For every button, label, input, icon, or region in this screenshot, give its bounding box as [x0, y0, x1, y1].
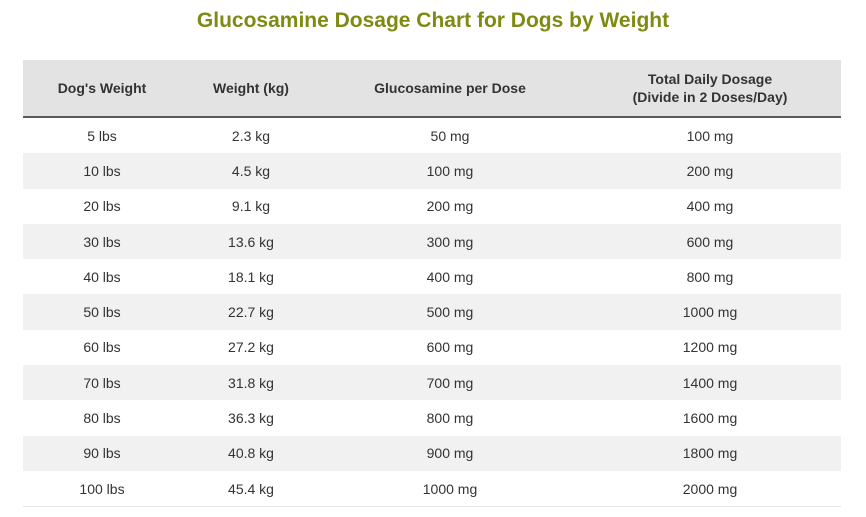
cell-total-daily: 1400 mg — [579, 365, 841, 401]
cell-weight-lbs: 20 lbs — [23, 188, 181, 224]
header-dogs-weight: Dog's Weight — [23, 60, 181, 118]
table-row: 90 lbs 40.8 kg 900 mg 1800 mg — [23, 435, 841, 471]
cell-weight-lbs: 100 lbs — [23, 470, 181, 508]
cell-weight-kg: 40.8 kg — [181, 435, 321, 471]
cell-per-dose: 900 mg — [321, 435, 579, 471]
cell-weight-kg: 13.6 kg — [181, 223, 321, 260]
cell-total-daily: 1800 mg — [579, 435, 841, 471]
cell-weight-lbs: 90 lbs — [23, 435, 181, 471]
cell-total-daily: 1200 mg — [579, 329, 841, 366]
table-row: 70 lbs 31.8 kg 700 mg 1400 mg — [23, 365, 841, 401]
cell-total-daily: 100 mg — [579, 117, 841, 154]
cell-per-dose: 300 mg — [321, 223, 579, 260]
cell-per-dose: 200 mg — [321, 188, 579, 224]
cell-total-daily: 1000 mg — [579, 294, 841, 330]
header-weight-kg: Weight (kg) — [181, 60, 321, 118]
dosage-table: Dog's Weight Weight (kg) Glucosamine per… — [23, 60, 841, 508]
cell-weight-lbs: 30 lbs — [23, 223, 181, 260]
cell-per-dose: 600 mg — [321, 329, 579, 366]
cell-weight-lbs: 50 lbs — [23, 294, 181, 330]
table-row: 10 lbs 4.5 kg 100 mg 200 mg — [23, 153, 841, 189]
page-title: Glucosamine Dosage Chart for Dogs by Wei… — [196, 9, 670, 32]
table-row: 5 lbs 2.3 kg 50 mg 100 mg — [23, 117, 841, 154]
cell-weight-lbs: 80 lbs — [23, 400, 181, 436]
cell-per-dose: 1000 mg — [321, 470, 579, 508]
table-row: 80 lbs 36.3 kg 800 mg 1600 mg — [23, 400, 841, 436]
header-total-daily-line1: Total Daily Dosage — [647, 71, 773, 87]
cell-weight-kg: 31.8 kg — [181, 365, 321, 401]
cell-per-dose: 400 mg — [321, 259, 579, 295]
cell-weight-lbs: 70 lbs — [23, 365, 181, 401]
cell-total-daily: 1600 mg — [579, 400, 841, 436]
cell-weight-kg: 4.5 kg — [181, 153, 321, 189]
table-row: 30 lbs 13.6 kg 300 mg 600 mg — [23, 223, 841, 260]
header-row: Dog's Weight Weight (kg) Glucosamine per… — [23, 60, 841, 118]
cell-per-dose: 700 mg — [321, 365, 579, 401]
table-row: 50 lbs 22.7 kg 500 mg 1000 mg — [23, 294, 841, 330]
cell-weight-lbs: 40 lbs — [23, 259, 181, 295]
cell-weight-lbs: 5 lbs — [23, 117, 181, 154]
cell-weight-kg: 22.7 kg — [181, 294, 321, 330]
cell-weight-kg: 18.1 kg — [181, 259, 321, 295]
header-total-daily: Total Daily Dosage (Divide in 2 Doses/Da… — [579, 60, 841, 118]
cell-weight-kg: 45.4 kg — [181, 470, 321, 508]
table-row: 60 lbs 27.2 kg 600 mg 1200 mg — [23, 329, 841, 366]
cell-per-dose: 50 mg — [321, 117, 579, 154]
cell-total-daily: 200 mg — [579, 153, 841, 189]
header-per-dose: Glucosamine per Dose — [321, 60, 579, 118]
cell-total-daily: 800 mg — [579, 259, 841, 295]
cell-weight-kg: 2.3 kg — [181, 117, 321, 154]
cell-per-dose: 800 mg — [321, 400, 579, 436]
table-row: 40 lbs 18.1 kg 400 mg 800 mg — [23, 259, 841, 295]
cell-per-dose: 100 mg — [321, 153, 579, 189]
header-total-daily-line2: (Divide in 2 Doses/Day) — [632, 89, 788, 105]
table-row: 100 lbs 45.4 kg 1000 mg 2000 mg — [23, 470, 841, 508]
cell-weight-kg: 9.1 kg — [181, 188, 321, 224]
cell-weight-lbs: 10 lbs — [23, 153, 181, 189]
cell-weight-kg: 36.3 kg — [181, 400, 321, 436]
cell-weight-kg: 27.2 kg — [181, 329, 321, 366]
table-row: 20 lbs 9.1 kg 200 mg 400 mg — [23, 188, 841, 224]
cell-weight-lbs: 60 lbs — [23, 329, 181, 366]
cell-total-daily: 2000 mg — [579, 470, 841, 508]
cell-total-daily: 400 mg — [579, 188, 841, 224]
table-body: 5 lbs 2.3 kg 50 mg 100 mg 10 lbs 4.5 kg 100 mg… — [23, 117, 841, 508]
cell-total-daily: 600 mg — [579, 223, 841, 260]
table-header: Dog's Weight Weight (kg) Glucosamine per… — [23, 60, 841, 118]
cell-per-dose: 500 mg — [321, 294, 579, 330]
